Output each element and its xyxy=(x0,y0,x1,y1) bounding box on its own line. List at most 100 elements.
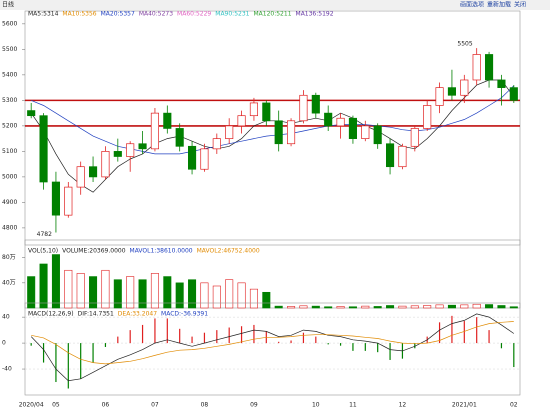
volume-bar xyxy=(460,304,469,309)
candle-body xyxy=(472,54,481,81)
candle-body xyxy=(150,112,160,150)
candle-body xyxy=(348,117,358,139)
candle-body xyxy=(410,128,419,147)
legend-entry: MA40:5273 xyxy=(139,11,173,18)
legend-entry: MA90:5231 xyxy=(215,11,249,18)
x-tick-label: 11 xyxy=(349,402,357,409)
volume-bar xyxy=(39,263,48,309)
y-tick-label: 5200 xyxy=(2,122,17,129)
candle-body xyxy=(324,112,333,127)
options-button[interactable]: 画面选项 xyxy=(460,1,484,9)
volume-bar xyxy=(324,306,333,309)
candle-body xyxy=(299,94,308,122)
candle-body xyxy=(398,145,407,168)
y-tick-label: 5100 xyxy=(2,148,17,155)
volume-bar xyxy=(64,269,73,309)
y-tick-label: 40 xyxy=(2,314,10,321)
y-tick-label: -40 xyxy=(2,366,12,373)
volume-bar xyxy=(126,276,135,309)
candle-body xyxy=(200,148,209,170)
y-tick-label: 80万 xyxy=(2,254,16,261)
legend-entry: MA136:5192 xyxy=(296,11,334,18)
close-button[interactable]: 关闭 xyxy=(514,1,526,9)
candle-body xyxy=(386,143,395,168)
y-tick-label: 4900 xyxy=(2,199,17,206)
y-tick-label: 5000 xyxy=(2,173,17,180)
candle-body xyxy=(88,166,98,178)
candle-body xyxy=(336,117,345,127)
candle-body xyxy=(373,125,382,145)
x-tick-label: 07 xyxy=(151,402,159,409)
volume-bar xyxy=(274,305,283,309)
volume-bar xyxy=(299,305,308,309)
macd-line xyxy=(30,313,514,382)
volume-bar xyxy=(373,306,382,309)
candle-body xyxy=(262,102,271,122)
candle-body xyxy=(361,125,370,139)
candle-body xyxy=(64,186,73,216)
volume-bar xyxy=(262,291,271,309)
volume-bar xyxy=(336,306,345,309)
legend-entry: DEA:33.2047 xyxy=(118,311,157,318)
y-tick-label: 40万 xyxy=(2,279,16,286)
ma-line xyxy=(30,79,515,193)
candle-body xyxy=(113,151,122,157)
candle-body xyxy=(51,181,60,216)
candle-body xyxy=(225,125,234,139)
candle-body xyxy=(126,143,135,157)
legend-entry: MA20:5357 xyxy=(101,11,135,18)
legend-entry: MA5:5314 xyxy=(28,11,59,18)
volume-bar xyxy=(361,305,370,309)
volume-bar xyxy=(138,279,147,309)
volume-bar xyxy=(348,306,357,309)
volume-bar xyxy=(497,305,506,309)
candle-body xyxy=(497,79,506,88)
candle-body xyxy=(423,105,432,129)
volume-bar xyxy=(485,304,494,309)
legend-entry: MA120:5211 xyxy=(253,11,291,18)
y-tick-label: 5300 xyxy=(2,97,17,104)
price-annotation: 5505 xyxy=(457,41,472,48)
y-tick-label: 4800 xyxy=(2,224,17,231)
volume-bar xyxy=(386,305,395,309)
volume-bar xyxy=(447,304,456,309)
candle-body xyxy=(485,54,494,81)
candle-body xyxy=(287,120,296,145)
ma-line xyxy=(31,85,515,155)
macd-line xyxy=(31,321,514,365)
volume-bar xyxy=(150,273,159,309)
volume-bar xyxy=(76,273,85,309)
legend-entry: MAVOL1:38610.0000 xyxy=(130,248,193,255)
reload-button[interactable]: 重新加载 xyxy=(487,1,511,9)
volume-bar xyxy=(237,282,246,309)
candle-body xyxy=(460,79,469,96)
candle-body xyxy=(39,115,48,183)
x-tick-label: 02 xyxy=(510,402,518,409)
volume-bar xyxy=(509,306,518,309)
panel-frame xyxy=(24,239,521,309)
volume-bar xyxy=(311,305,320,309)
volume-bar xyxy=(113,279,122,309)
y-tick-label: 5600 xyxy=(2,20,17,27)
volume-bar xyxy=(89,276,98,309)
candle-body xyxy=(447,87,457,96)
volume-bar xyxy=(472,303,481,309)
panel-frame xyxy=(24,302,521,396)
volume-bar xyxy=(163,276,172,309)
volume-bar xyxy=(212,285,221,309)
candle-body xyxy=(237,115,246,127)
candle-body xyxy=(76,166,85,188)
candle-body xyxy=(27,110,36,117)
y-tick-label: 5500 xyxy=(2,46,17,53)
candle-body xyxy=(175,128,184,147)
y-tick-label: 0 xyxy=(2,340,6,347)
candle-body xyxy=(138,143,147,150)
legend-entry: MACD:-36.9391 xyxy=(161,311,208,318)
volume-bar xyxy=(410,305,419,309)
x-tick-label: 2021/01 xyxy=(452,402,477,409)
volume-bar xyxy=(200,282,209,309)
candle-body xyxy=(311,94,320,114)
candle-body xyxy=(435,87,444,106)
